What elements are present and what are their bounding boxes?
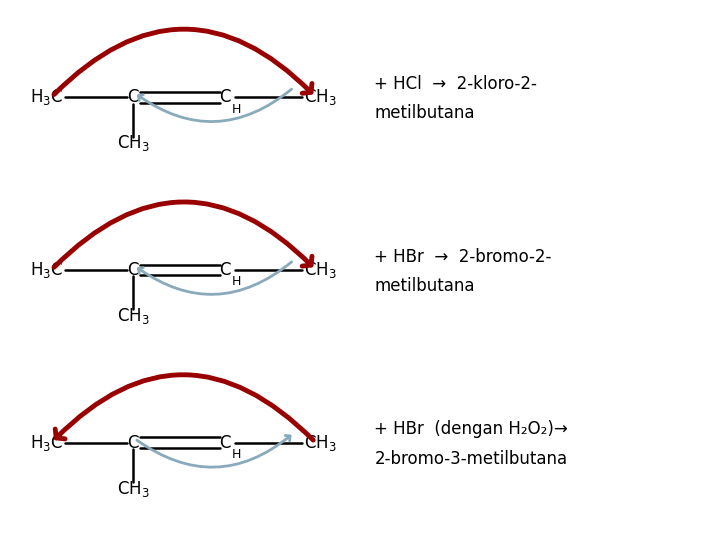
Text: H: H <box>231 103 241 116</box>
Text: CH$_3$: CH$_3$ <box>304 87 337 107</box>
Text: 2-bromo-3-metilbutana: 2-bromo-3-metilbutana <box>374 450 567 468</box>
Text: C: C <box>127 88 139 106</box>
Text: H$_3$C: H$_3$C <box>30 433 63 453</box>
Text: H: H <box>231 275 241 288</box>
Text: CH$_3$: CH$_3$ <box>117 306 150 326</box>
Text: CH$_3$: CH$_3$ <box>117 133 150 153</box>
Text: CH$_3$: CH$_3$ <box>117 478 150 499</box>
Text: C: C <box>127 261 139 279</box>
Text: CH$_3$: CH$_3$ <box>304 433 337 453</box>
Text: H: H <box>231 448 241 461</box>
Text: CH$_3$: CH$_3$ <box>304 260 337 280</box>
Text: + HCl  →  2-kloro-2-: + HCl → 2-kloro-2- <box>374 75 537 93</box>
Text: C: C <box>219 88 230 106</box>
Text: metilbutana: metilbutana <box>374 277 475 295</box>
Text: C: C <box>219 261 230 279</box>
Text: + HBr  →  2-bromo-2-: + HBr → 2-bromo-2- <box>374 247 552 266</box>
Text: C: C <box>127 434 139 452</box>
Text: C: C <box>219 434 230 452</box>
Text: H$_3$C: H$_3$C <box>30 260 63 280</box>
Text: H$_3$C: H$_3$C <box>30 87 63 107</box>
Text: metilbutana: metilbutana <box>374 104 475 123</box>
Text: + HBr  (dengan H₂O₂)→: + HBr (dengan H₂O₂)→ <box>374 420 568 438</box>
